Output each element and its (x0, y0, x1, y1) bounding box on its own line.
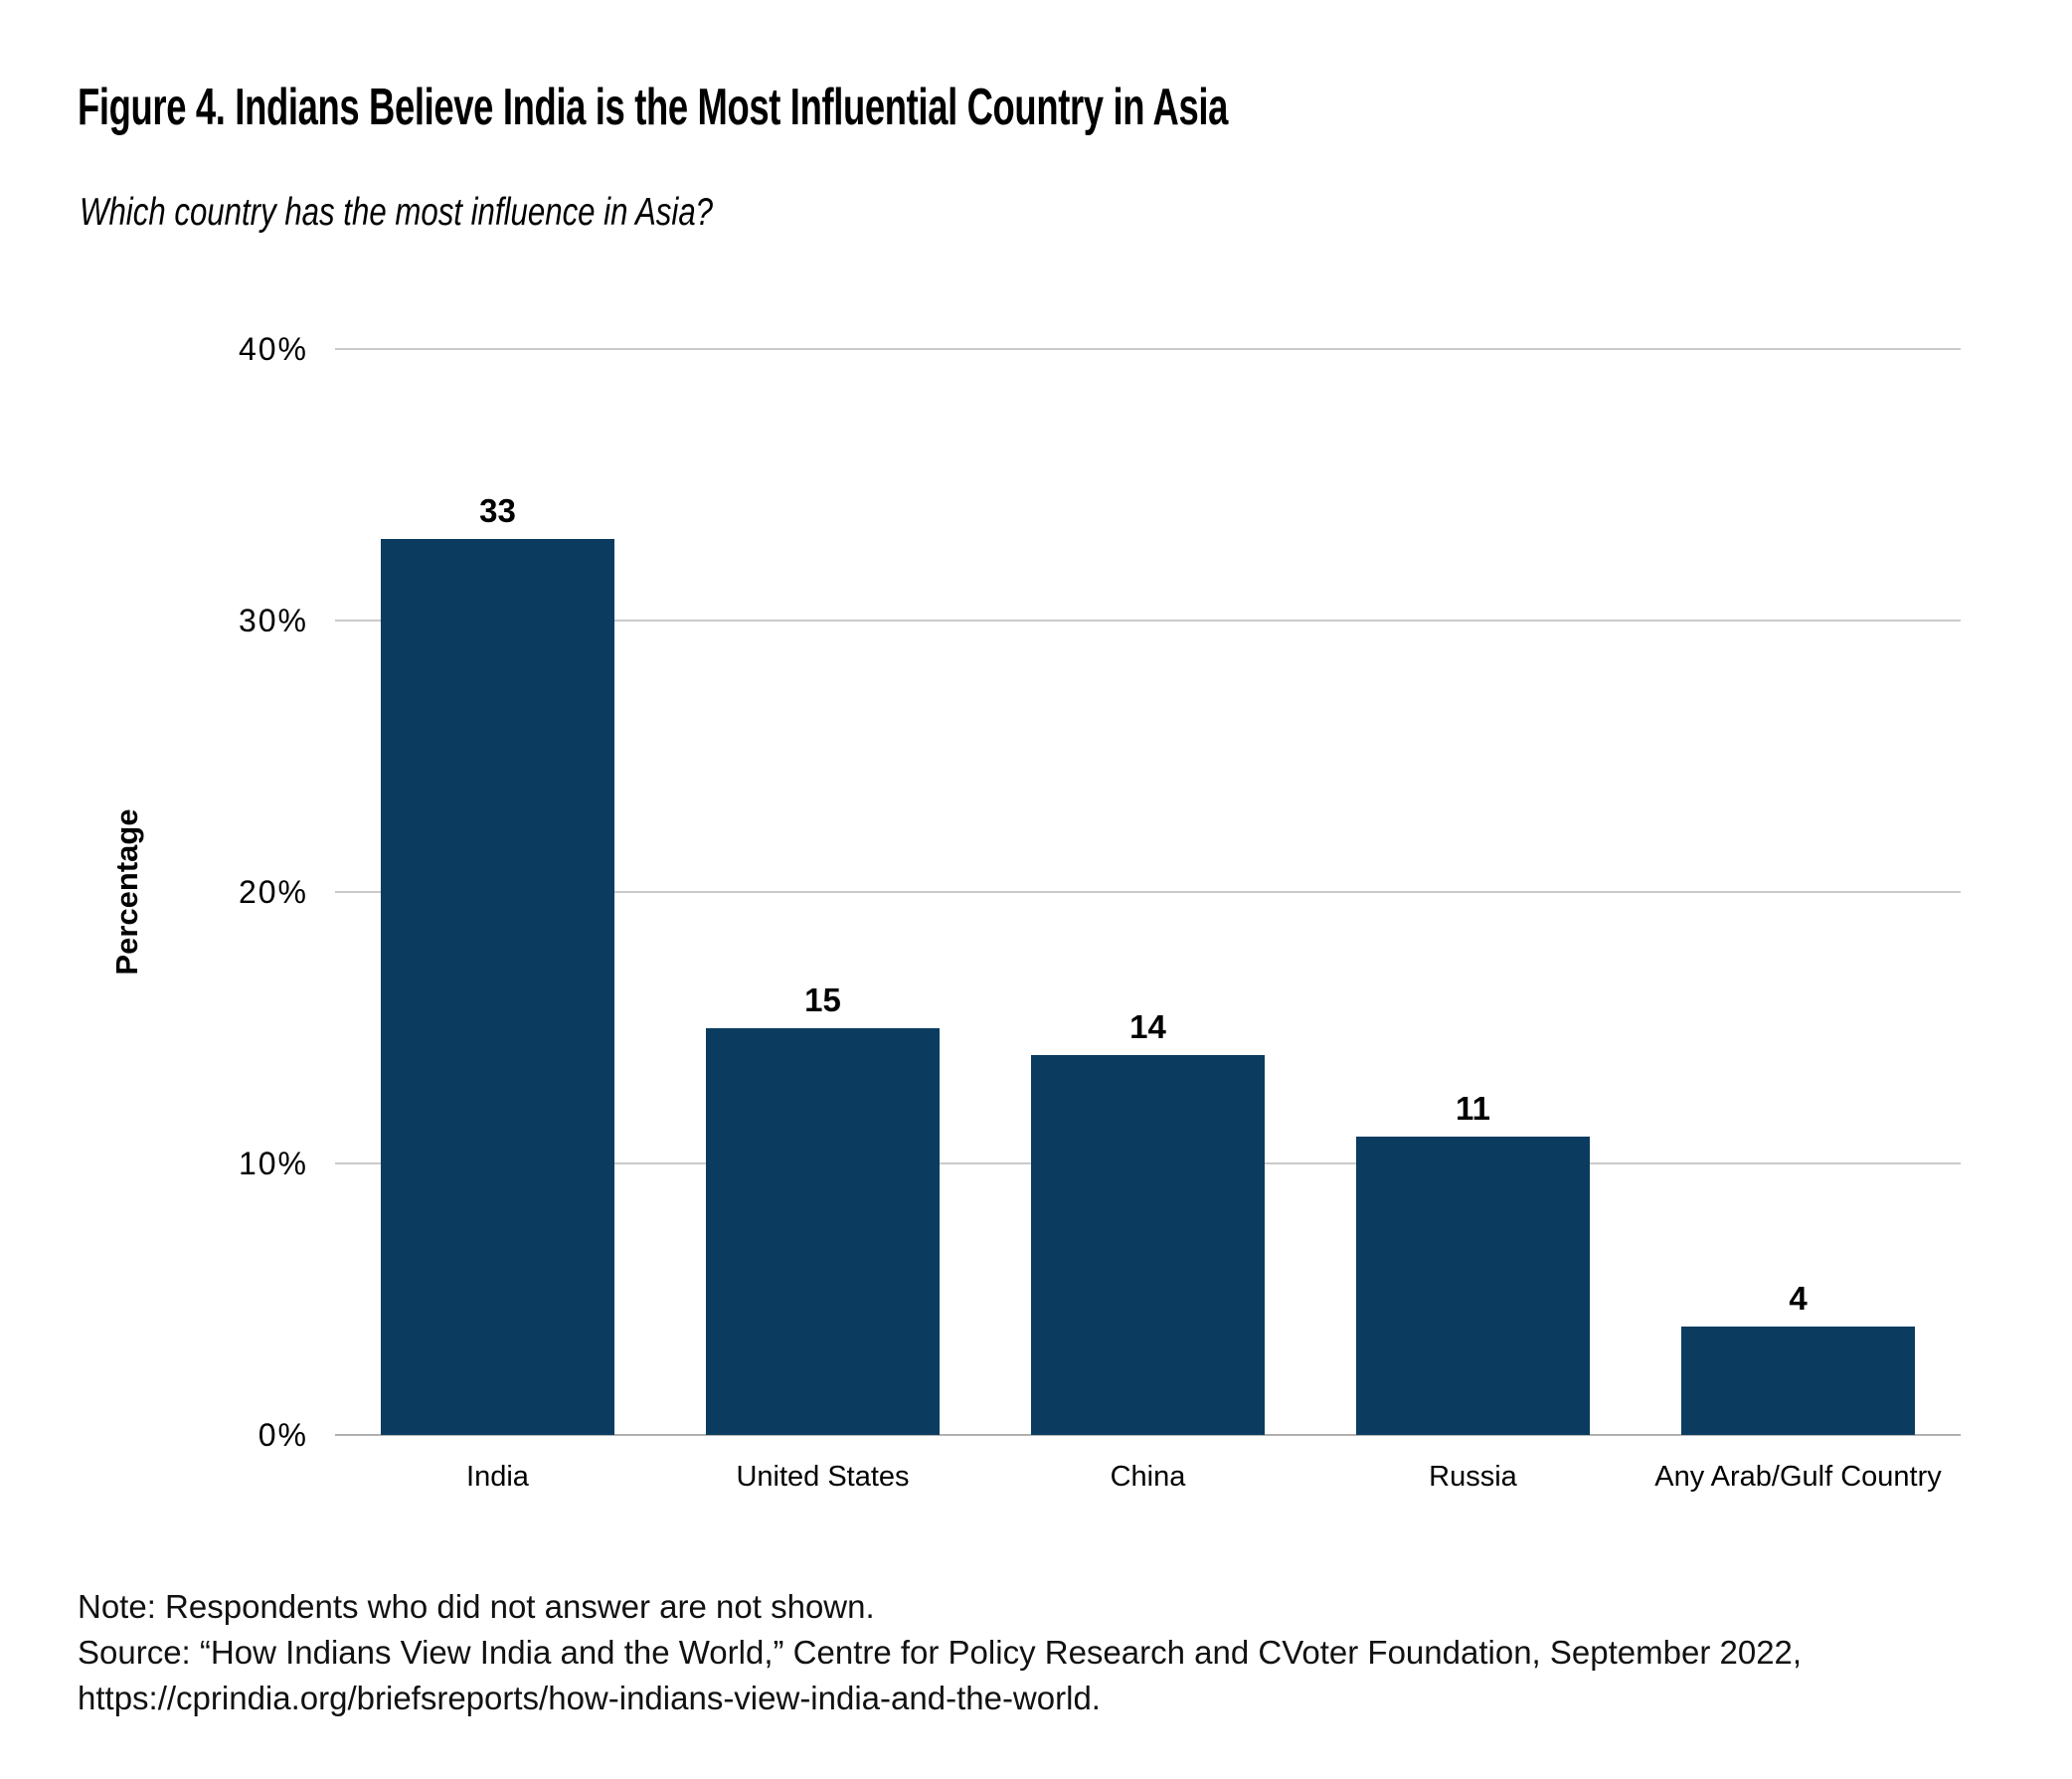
bar-india (381, 539, 614, 1435)
x-axis-label-any-arab-gulf-country: Any Arab/Gulf Country (1654, 1461, 1942, 1493)
figure-notes: Note: Respondents who did not answer are… (78, 1584, 1802, 1721)
bar-value-label-china: 14 (1129, 1007, 1166, 1045)
bar-china (1031, 1054, 1265, 1435)
gridline-20 (335, 891, 1961, 893)
source-text: Source: “How Indians View India and the … (78, 1634, 1803, 1671)
bar-value-label-india: 33 (479, 492, 516, 530)
bar-united-states (706, 1027, 940, 1435)
bar-slot-russia: 11 Russia (1310, 349, 1636, 1493)
bar-slot-india: 33 India (335, 349, 660, 1493)
bar-any-arab-gulf-country (1681, 1326, 1915, 1435)
bar-slot-united-states: 15 United States (660, 349, 985, 1493)
bar-slot-any-arab-gulf-country: 4 Any Arab/Gulf Country (1636, 349, 1961, 1493)
source-url: https://cprindia.org/briefsreports/how-i… (78, 1680, 1101, 1716)
bar-value-label-united-states: 15 (804, 980, 841, 1018)
bar-slot-china: 14 China (985, 349, 1310, 1493)
x-axis-label-china: China (1110, 1461, 1186, 1493)
x-axis-label-india: India (466, 1461, 529, 1493)
note-text: Note: Respondents who did not answer are… (78, 1588, 875, 1625)
plot-area: 0% 10% 20% 30% 40% 33 India 15 United States 14 Ch… (239, 333, 1961, 1493)
x-axis-label-united-states: United States (736, 1461, 910, 1493)
bar-value-label-russia: 11 (1456, 1089, 1490, 1127)
x-axis-baseline (335, 1434, 1961, 1436)
gridline-40 (335, 348, 1961, 350)
bars-row: 33 India 15 United States 14 China 11 Russia 4 An… (335, 349, 1961, 1493)
figure-title: Figure 4. Indians Believe India is the M… (78, 79, 1229, 136)
figure-subtitle: Which country has the most influence in … (80, 191, 714, 234)
gridline-30 (335, 620, 1961, 622)
y-axis-title: Percentage (109, 808, 144, 976)
bar-value-label-any-arab-gulf-country: 4 (1789, 1279, 1808, 1317)
x-axis-label-russia: Russia (1429, 1461, 1517, 1493)
bar-russia (1356, 1136, 1590, 1435)
